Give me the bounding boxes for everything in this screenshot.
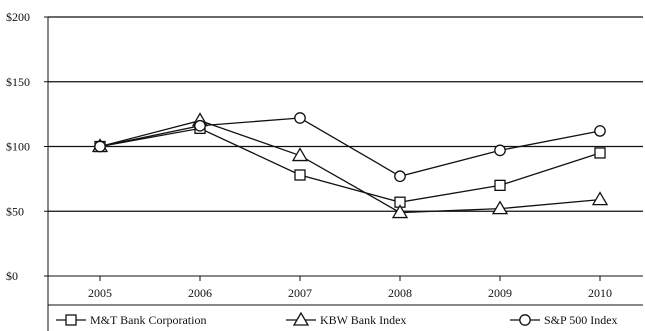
data-point-2-2 <box>294 112 306 124</box>
data-point-1-3 <box>391 204 409 219</box>
legend-marker-0 <box>65 314 77 326</box>
x-tick-label-5: 2010 <box>588 286 612 300</box>
legend: M&T Bank Corporation KBW Bank Index S&P 50… <box>56 311 618 327</box>
series-line-2 <box>99 117 601 177</box>
series-group <box>91 112 609 219</box>
legend-label-2: S&P 500 Index <box>544 313 618 327</box>
data-point-0-5 <box>594 147 606 159</box>
y-tick-label-1: $50 <box>6 204 24 218</box>
x-tick-label-0: 2005 <box>88 286 112 300</box>
axes <box>47 17 643 331</box>
data-point-0-4 <box>494 179 506 192</box>
x-tick-label-1: 2006 <box>188 286 212 300</box>
data-point-2-5 <box>594 125 606 137</box>
data-point-1-2 <box>291 147 309 162</box>
legend-marker-2 <box>519 314 531 326</box>
data-point-0-2 <box>294 169 306 181</box>
legend-item-1: KBW Bank Index <box>286 311 406 327</box>
series-2 <box>94 112 606 183</box>
x-tick-label-3: 2008 <box>388 286 412 300</box>
series-line-1 <box>99 119 601 214</box>
legend-label-0: M&T Bank Corporation <box>90 313 206 327</box>
data-point-1-5 <box>591 191 609 206</box>
x-axis-ticks: 2005 2006 2007 2008 2009 2010 <box>88 276 612 300</box>
legend-item-2: S&P 500 Index <box>510 313 618 327</box>
data-point-2-1 <box>194 119 206 132</box>
y-tick-label-2: $100 <box>6 140 30 154</box>
series-1 <box>91 112 609 219</box>
legend-item-0: M&T Bank Corporation <box>56 313 206 327</box>
y-tick-label-4: $200 <box>6 10 30 24</box>
legend-label-1: KBW Bank Index <box>320 313 406 327</box>
gridlines <box>48 16 643 212</box>
y-tick-label-3: $150 <box>6 75 30 89</box>
series-0 <box>94 122 606 208</box>
data-point-2-3 <box>394 170 406 183</box>
y-axis-ticks: $0 $50 $100 $150 $200 <box>6 10 48 283</box>
legend-marker-1 <box>292 311 310 326</box>
data-point-1-4 <box>491 200 509 215</box>
series-line-0 <box>99 127 601 203</box>
y-tick-label-0: $0 <box>6 269 18 283</box>
x-tick-label-2: 2007 <box>288 286 312 300</box>
data-point-2-4 <box>494 144 506 157</box>
x-tick-label-4: 2009 <box>488 286 512 300</box>
data-point-2-0 <box>94 140 106 153</box>
